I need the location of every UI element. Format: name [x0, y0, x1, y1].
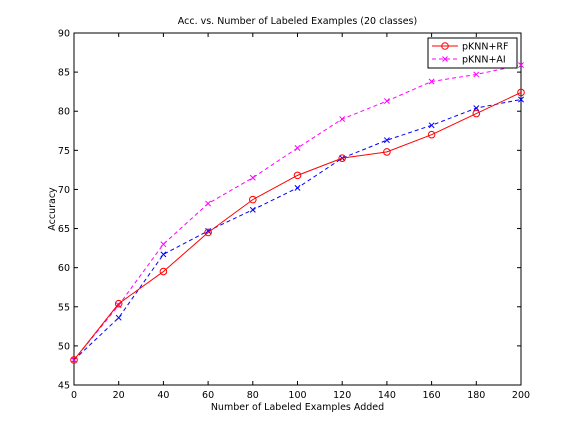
data-point-pknn-ai — [428, 78, 435, 85]
data-point-pknn-ai — [383, 98, 390, 105]
data-point-pknn-ai — [339, 116, 346, 122]
data-point-pknn-ai — [160, 241, 167, 248]
data-point-pknn-rf — [472, 109, 481, 118]
data-point-pknn-rf — [114, 299, 123, 308]
x-tick-label: 180 — [467, 390, 485, 401]
data-point-pknn-rf — [70, 356, 78, 364]
x-tick-label: 40 — [157, 390, 169, 401]
data-point-pknn-rf — [293, 171, 302, 180]
series-baseline — [71, 96, 524, 363]
data-point-baseline — [428, 122, 435, 129]
x-tick-label: 60 — [202, 390, 214, 401]
legend: pKNN+RF pKNN+AI — [427, 37, 518, 69]
data-point-pknn-rf — [517, 88, 525, 97]
x-tick-label: 200 — [512, 390, 530, 401]
series-line-pknn-rf — [73, 91, 522, 361]
data-point-pknn-ai — [205, 200, 212, 207]
series-pknn-ai — [71, 62, 524, 363]
y-tick-label: 90 — [58, 29, 70, 40]
data-point-baseline — [249, 206, 256, 213]
data-point-pknn-ai — [473, 71, 480, 78]
x-tick-label: 140 — [378, 390, 396, 401]
data-series — [70, 62, 525, 364]
series-line-pknn-ai — [73, 64, 522, 361]
x-tick-label: 0 — [71, 390, 77, 401]
data-point-baseline — [115, 314, 122, 321]
legend-label-pknn-ai: pKNN+AI — [462, 55, 506, 66]
y-tick-label: 75 — [58, 146, 70, 157]
data-point-pknn-ai — [249, 174, 256, 181]
y-tick-label: 50 — [58, 341, 70, 352]
data-point-pknn-rf — [338, 154, 347, 162]
axis-ticks: 0 20 40 60 80 100 120 140 160 180 200 45 50 55 60 65 70 7… — [58, 29, 530, 402]
data-point-pknn-rf — [427, 130, 436, 139]
data-point-baseline — [518, 96, 524, 103]
data-point-baseline — [383, 137, 390, 144]
series-pknn-rf — [70, 88, 525, 364]
y-tick-label: 45 — [58, 381, 70, 392]
legend-label-pknn-rf: pKNN+RF — [462, 42, 509, 53]
data-point-pknn-rf — [383, 148, 391, 156]
y-tick-label: 85 — [58, 68, 70, 79]
x-tick-label: 120 — [333, 390, 351, 401]
legend-marker-pknn-rf — [441, 42, 449, 50]
x-axis-label: Number of Labeled Examples Added — [211, 402, 384, 413]
y-axis-label: Accuracy — [47, 187, 58, 231]
x-tick-label: 20 — [113, 390, 125, 401]
y-tick-label: 65 — [58, 224, 70, 235]
data-point-baseline — [473, 105, 480, 112]
data-point-pknn-ai — [518, 62, 524, 69]
data-point-pknn-rf — [159, 267, 168, 276]
x-tick-label: 80 — [247, 390, 259, 401]
x-tick-label: 160 — [423, 390, 441, 401]
data-point-pknn-rf — [249, 195, 257, 204]
x-tick-label: 100 — [288, 390, 306, 401]
data-point-pknn-rf — [204, 228, 212, 237]
data-point-baseline — [294, 184, 301, 191]
y-tick-label: 70 — [58, 185, 70, 196]
legend-marker-pknn-ai — [442, 56, 448, 62]
chart-title: Acc. vs. Number of Labeled Examples (20 … — [178, 16, 417, 27]
plot-area — [73, 32, 522, 386]
y-tick-label: 60 — [58, 263, 70, 274]
data-point-pknn-ai — [294, 145, 301, 151]
y-tick-label: 55 — [58, 302, 70, 313]
y-tick-label: 80 — [58, 107, 70, 118]
data-point-baseline — [160, 251, 167, 258]
